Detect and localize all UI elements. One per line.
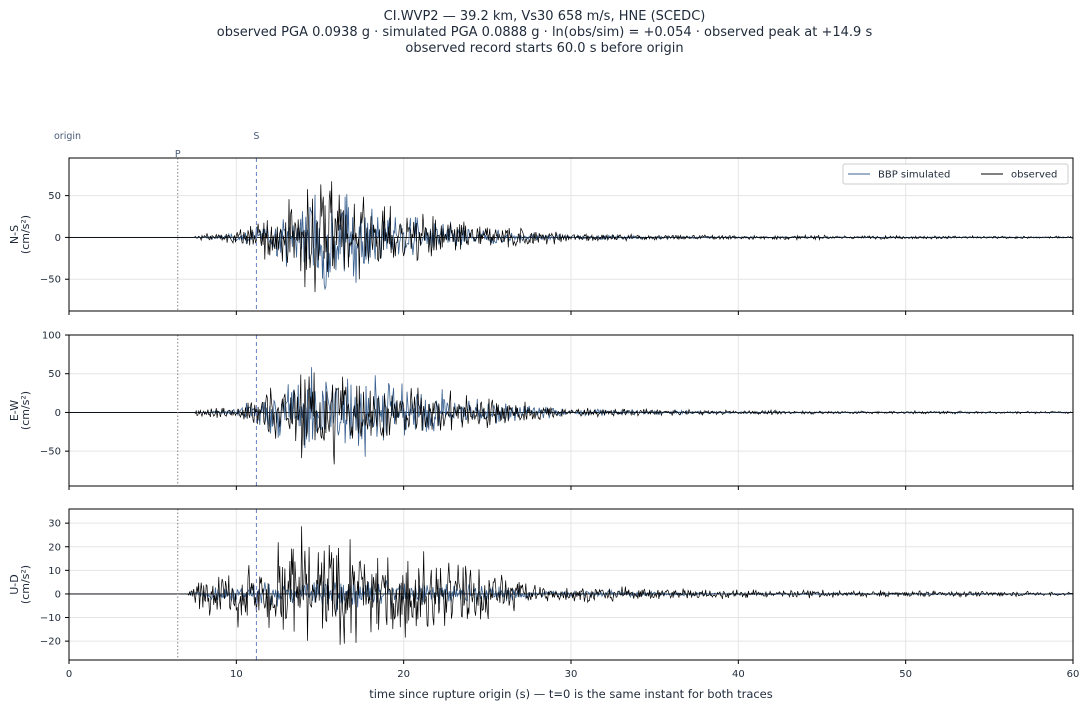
x-axis-label: time since rupture origin (s) — t=0 is t… bbox=[369, 687, 773, 701]
x-tick-label: 40 bbox=[732, 669, 745, 680]
y-axis-label: N-S bbox=[8, 225, 21, 244]
x-tick-label: 60 bbox=[1067, 669, 1080, 680]
series-observed-trace bbox=[69, 181, 1074, 293]
p-marker-label: P bbox=[175, 149, 181, 160]
y-tick-label: −50 bbox=[40, 275, 61, 286]
legend: BBP simulated observed bbox=[842, 163, 1069, 185]
y-tick-label: 0 bbox=[55, 589, 61, 600]
chart-title-line2: observed PGA 0.0938 g · simulated PGA 0.… bbox=[216, 25, 873, 40]
x-tick-label: 30 bbox=[565, 669, 578, 680]
x-tick-label: 10 bbox=[230, 669, 243, 680]
s-marker-label: S bbox=[253, 131, 259, 142]
y-axis-label: (cm/s²) bbox=[19, 391, 32, 430]
chart-title-line1: CI.WVP2 — 39.2 km, Vs30 658 m/s, HNE (SC… bbox=[383, 9, 706, 24]
y-tick-label: −20 bbox=[40, 637, 61, 648]
x-tick-label: 50 bbox=[899, 669, 912, 680]
y-tick-label: 0 bbox=[55, 233, 61, 244]
y-tick-label: 30 bbox=[48, 519, 61, 530]
y-axis-label: (cm/s²) bbox=[19, 565, 32, 604]
y-tick-label: 20 bbox=[48, 542, 61, 553]
legend-observed-label: observed bbox=[1011, 170, 1057, 181]
y-axis-label: (cm/s²) bbox=[19, 215, 32, 254]
y-tick-label: 50 bbox=[48, 369, 61, 380]
panel-u-d bbox=[65, 508, 1074, 664]
y-axis-label: U-D bbox=[8, 574, 21, 595]
panel-e-w bbox=[65, 334, 1074, 490]
y-tick-label: 50 bbox=[48, 191, 61, 202]
y-tick-label: 10 bbox=[48, 566, 61, 577]
y-tick-label: 0 bbox=[55, 408, 61, 419]
series-observed-trace bbox=[69, 372, 1074, 465]
chart-title-line3: observed record starts 60.0 s before ori… bbox=[405, 41, 684, 56]
panel-n-s bbox=[65, 157, 1074, 315]
y-tick-label: −10 bbox=[40, 613, 61, 624]
y-tick-label: −50 bbox=[40, 447, 61, 458]
series-simulated-trace bbox=[69, 578, 1074, 612]
y-tick-label: 100 bbox=[42, 331, 61, 342]
legend-box bbox=[842, 163, 1069, 185]
origin-marker-label: origin bbox=[54, 131, 81, 142]
legend-simulated-label: BBP simulated bbox=[878, 170, 950, 181]
series-observed-trace bbox=[69, 526, 1074, 645]
x-tick-label: 20 bbox=[397, 669, 410, 680]
y-axis-label: E-W bbox=[8, 400, 21, 421]
x-tick-label: 0 bbox=[66, 669, 72, 680]
